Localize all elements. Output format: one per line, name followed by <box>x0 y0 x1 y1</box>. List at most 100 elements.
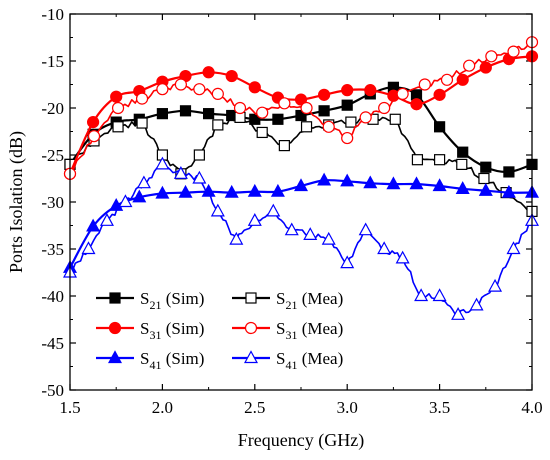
data-point-s31-mea <box>111 101 125 115</box>
data-point-s21-sim <box>503 166 515 178</box>
data-point-s21-mea <box>478 172 490 185</box>
data-point-s21-mea <box>411 154 424 166</box>
data-point-s31-mea <box>359 111 372 124</box>
data-point-s41-mea <box>210 203 225 217</box>
legend-label-sub: 41 <box>285 358 297 372</box>
legend-label-main: S <box>140 349 149 368</box>
data-point-s41-sim <box>363 175 378 189</box>
data-point-s41-mea <box>469 297 484 311</box>
data-point-s31-sim <box>433 88 446 101</box>
data-point-s21-sim <box>434 121 446 133</box>
legend-label: S21 (Mea) <box>276 289 343 312</box>
y-tick-label: -15 <box>41 52 64 71</box>
data-point-s41-sim <box>455 181 470 194</box>
data-point-s21-mea <box>345 116 357 128</box>
data-point-s21-mea <box>300 121 313 133</box>
data-point-s31-mea <box>193 83 206 96</box>
data-point-s41-sim <box>409 176 424 190</box>
legend-label: S31 (Mea) <box>276 319 343 342</box>
axis-labels: 1.5 2.0 2.5 3.0 3.5 4.0 -10 -15 -20 -25 -30 -35 -40 -… <box>41 5 542 417</box>
data-point-s21-sim <box>156 108 168 120</box>
legend-label-sub: 21 <box>285 298 297 312</box>
data-point-s31-sim <box>110 90 123 103</box>
series-s41-mea <box>62 156 540 320</box>
data-point-s31-mea <box>87 130 101 143</box>
x-axis-title: Frequency (GHz) <box>238 430 364 451</box>
data-point-s21-mea <box>136 117 148 129</box>
data-point-s31-mea <box>174 78 187 91</box>
legend-item-s21-mea: S21 (Mea) <box>232 289 343 312</box>
x-tick-label: 2.0 <box>152 398 173 417</box>
data-point-s31-sim <box>341 84 354 97</box>
data-point-s41-mea <box>432 288 447 302</box>
data-point-s21-sim <box>318 105 330 117</box>
y-tick-label: -10 <box>41 5 64 24</box>
data-point-s21-sim <box>341 99 353 111</box>
data-point-s41-mea <box>414 288 429 302</box>
data-point-s21-sim <box>203 108 215 120</box>
legend-label-sub: 41 <box>149 358 161 372</box>
data-point-s41-mea <box>266 203 281 217</box>
data-point-s41-mea <box>136 175 151 189</box>
legend-item-s21-sim: S21 (Sim) <box>96 289 204 312</box>
data-point-s31-mea <box>485 50 498 63</box>
data-point-s31-sim <box>225 69 238 83</box>
data-point-s41-mea <box>358 222 373 236</box>
legend: S21 (Sim) S21 (Mea)S31 (Sim) S31 (Mea)S41 … <box>96 289 343 372</box>
data-point-s21-mea <box>256 126 268 139</box>
data-point-s21-sim <box>272 113 284 125</box>
legend-label-suffix: (Sim) <box>161 319 204 338</box>
data-point-s21-mea <box>434 154 446 166</box>
data-point-s21-mea <box>193 149 205 161</box>
data-point-s41-sim <box>155 185 170 199</box>
data-point-s21-mea <box>389 113 401 125</box>
y-tick-label: -20 <box>41 99 64 118</box>
legend-item-s41-mea: S41 (Mea) <box>232 349 343 372</box>
data-point-s21-mea <box>112 121 124 133</box>
data-point-s41-sim <box>317 172 332 186</box>
data-point-s31-sim <box>294 93 308 106</box>
data-point-s31-mea <box>300 101 313 115</box>
data-point-s41-mea <box>284 222 299 236</box>
data-point-s41-sim <box>432 178 447 192</box>
data-point-s31-mea <box>507 45 520 58</box>
y-tick-label: -35 <box>41 240 64 259</box>
y-tick-label: -25 <box>41 146 64 165</box>
legend-label-sub: 21 <box>149 298 161 312</box>
legend-marker <box>109 292 121 304</box>
legend-marker <box>245 292 257 304</box>
legend-label-suffix: (Mea) <box>297 289 343 308</box>
data-point-s41-mea <box>488 278 503 292</box>
legend-label: S41 (Mea) <box>276 349 343 372</box>
data-point-s31-sim <box>86 115 100 129</box>
legend-label-main: S <box>276 289 285 308</box>
legend-marker <box>243 350 259 364</box>
x-tick-label: 3.5 <box>429 398 450 417</box>
legend-item-s41-sim: S41 (Sim) <box>96 349 204 372</box>
legend-label-sub: 31 <box>149 328 161 342</box>
y-axis-title: Ports Isolation (dB) <box>6 131 27 273</box>
data-point-s41-mea <box>81 241 96 255</box>
data-point-s31-sim <box>364 84 377 97</box>
y-tick-label: -45 <box>41 334 64 353</box>
data-point-s31-mea <box>378 101 391 115</box>
legend-label-suffix: (Mea) <box>297 319 343 338</box>
data-point-s31-mea <box>156 83 169 96</box>
series-layer <box>62 36 540 320</box>
legend-label: S41 (Sim) <box>140 349 204 372</box>
data-point-s41-mea <box>247 213 262 226</box>
data-point-s21-mea <box>278 140 290 152</box>
x-tick-label: 2.5 <box>244 398 265 417</box>
data-point-s41-mea <box>395 250 410 264</box>
data-point-s41-sim <box>247 183 262 197</box>
data-point-s41-mea <box>118 194 133 208</box>
legend-label-suffix: (Mea) <box>297 349 343 368</box>
data-point-s41-sim <box>293 178 309 192</box>
data-point-s31-sim <box>248 81 261 94</box>
legend-label-suffix: (Sim) <box>161 349 204 368</box>
data-point-s41-mea <box>340 255 355 269</box>
legend-label-main: S <box>276 349 285 368</box>
legend-marker <box>108 321 122 335</box>
data-point-s31-mea <box>256 106 269 119</box>
